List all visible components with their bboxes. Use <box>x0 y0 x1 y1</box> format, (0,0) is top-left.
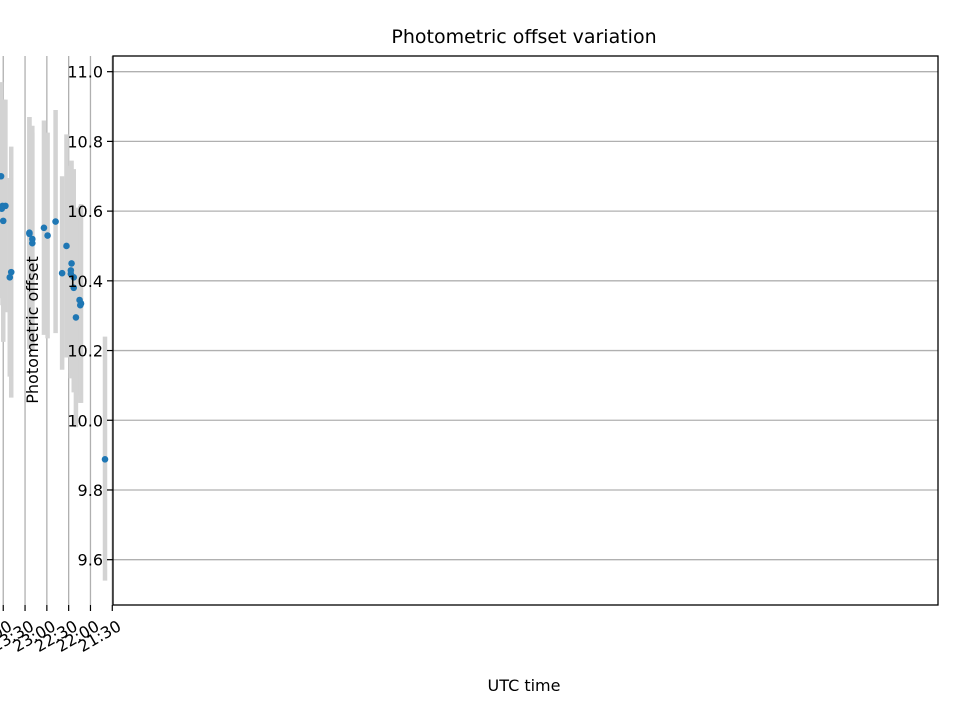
y-tick-label: 10.6 <box>67 202 103 221</box>
grid <box>2 56 938 605</box>
y-tick-label: 10.0 <box>67 411 103 430</box>
data-point <box>7 268 15 276</box>
data-point <box>0 172 5 180</box>
y-tick-label: 9.8 <box>78 481 103 500</box>
data-point <box>70 284 78 292</box>
plot-frame <box>112 55 939 606</box>
data-point <box>44 232 51 239</box>
data-point <box>76 296 83 304</box>
x-axis-ticks: 21:3022:0022:3023:0023:3000:0000:3001:00… <box>0 605 124 656</box>
data-point <box>29 235 36 243</box>
data-points <box>0 172 109 463</box>
data-point <box>58 269 66 277</box>
y-tick-label: 10.2 <box>67 342 103 361</box>
y-axis-title: Photometric offset <box>23 256 42 404</box>
error-bars <box>0 82 108 581</box>
chart-title: Photometric offset variation <box>391 26 656 48</box>
y-tick-label: 9.6 <box>78 551 103 570</box>
data-point <box>76 301 84 309</box>
data-point <box>101 455 109 463</box>
data-point <box>67 267 75 274</box>
x-axis-title: UTC time <box>488 676 561 695</box>
y-tick-label: 10.4 <box>67 272 103 291</box>
data-point <box>26 229 33 237</box>
data-point <box>0 205 6 212</box>
data-point <box>6 274 14 281</box>
data-point <box>63 242 70 250</box>
y-tick-label: 11.0 <box>67 63 103 82</box>
y-tick-label: 10.8 <box>67 132 103 151</box>
data-point <box>72 314 80 321</box>
data-point <box>0 217 7 225</box>
data-point <box>68 260 75 267</box>
data-point <box>52 218 59 225</box>
data-point <box>40 224 48 232</box>
y-axis-ticks: 9.6 9.8 10.0 10.2 10.4 10.6 10.8 11.0 <box>67 63 113 570</box>
